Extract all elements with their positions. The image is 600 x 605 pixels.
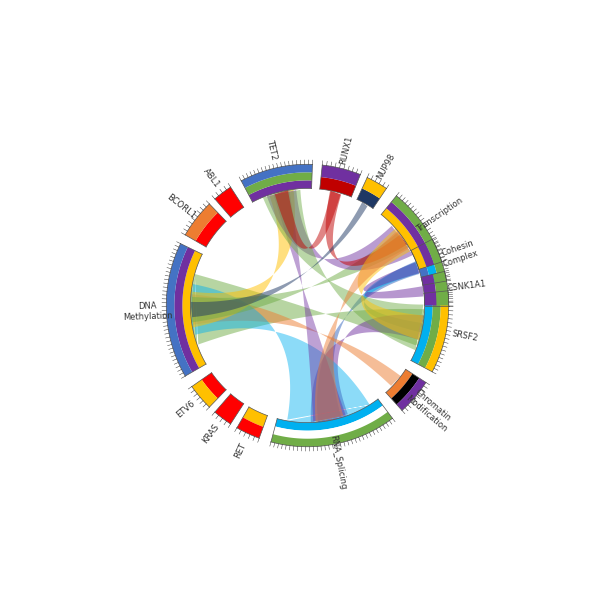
Polygon shape: [190, 284, 370, 423]
Polygon shape: [271, 412, 392, 446]
Polygon shape: [190, 189, 295, 327]
Text: BCORL1: BCORL1: [165, 193, 197, 221]
Polygon shape: [273, 405, 388, 439]
Polygon shape: [397, 378, 426, 410]
Polygon shape: [175, 247, 199, 372]
Polygon shape: [243, 407, 268, 427]
Polygon shape: [425, 239, 446, 283]
Text: RET: RET: [232, 442, 247, 460]
Polygon shape: [425, 291, 449, 372]
Polygon shape: [166, 244, 192, 376]
Polygon shape: [421, 274, 437, 306]
Polygon shape: [357, 189, 380, 209]
Text: CSNK1A1: CSNK1A1: [446, 279, 487, 293]
Polygon shape: [237, 417, 263, 438]
Polygon shape: [317, 261, 420, 422]
Polygon shape: [362, 177, 386, 198]
Polygon shape: [215, 394, 244, 424]
Text: Chromatin
Modification: Chromatin Modification: [403, 385, 455, 434]
Text: RNA_Splicing: RNA_Splicing: [328, 435, 348, 491]
Polygon shape: [321, 165, 361, 186]
Polygon shape: [196, 212, 226, 247]
Polygon shape: [202, 373, 226, 399]
Text: KRAS: KRAS: [201, 422, 221, 445]
Polygon shape: [190, 202, 368, 317]
Polygon shape: [190, 274, 425, 346]
Polygon shape: [320, 177, 356, 197]
Polygon shape: [411, 292, 433, 364]
Polygon shape: [391, 196, 442, 264]
Text: TET2: TET2: [265, 139, 278, 160]
Text: RUNX1: RUNX1: [338, 135, 354, 165]
Polygon shape: [364, 262, 423, 333]
Polygon shape: [241, 165, 313, 188]
Polygon shape: [275, 399, 383, 431]
Text: ABL1: ABL1: [201, 166, 221, 189]
Text: SRSF2: SRSF2: [451, 329, 479, 343]
Polygon shape: [185, 204, 218, 241]
Polygon shape: [433, 272, 449, 306]
Polygon shape: [391, 374, 419, 405]
Polygon shape: [190, 294, 401, 387]
Polygon shape: [273, 190, 346, 422]
Polygon shape: [418, 243, 439, 284]
Polygon shape: [190, 232, 409, 322]
Polygon shape: [326, 191, 407, 266]
Polygon shape: [263, 189, 425, 350]
Polygon shape: [215, 187, 244, 217]
Text: Cohesin
Complex: Cohesin Complex: [438, 238, 479, 269]
Polygon shape: [418, 292, 440, 368]
Polygon shape: [358, 229, 424, 340]
Polygon shape: [315, 231, 410, 422]
Polygon shape: [411, 247, 431, 285]
Text: DNA
Methylation: DNA Methylation: [122, 301, 173, 322]
Polygon shape: [192, 379, 218, 407]
Polygon shape: [381, 208, 427, 269]
Polygon shape: [274, 190, 341, 249]
Polygon shape: [386, 202, 434, 267]
Polygon shape: [245, 172, 312, 195]
Text: ETV6: ETV6: [175, 399, 197, 420]
Polygon shape: [266, 189, 413, 270]
Polygon shape: [311, 315, 424, 422]
Polygon shape: [182, 250, 206, 368]
Text: Transcription: Transcription: [415, 196, 464, 234]
Polygon shape: [249, 180, 312, 202]
Polygon shape: [364, 262, 424, 298]
Text: NUP98: NUP98: [376, 152, 397, 181]
Polygon shape: [386, 369, 412, 399]
